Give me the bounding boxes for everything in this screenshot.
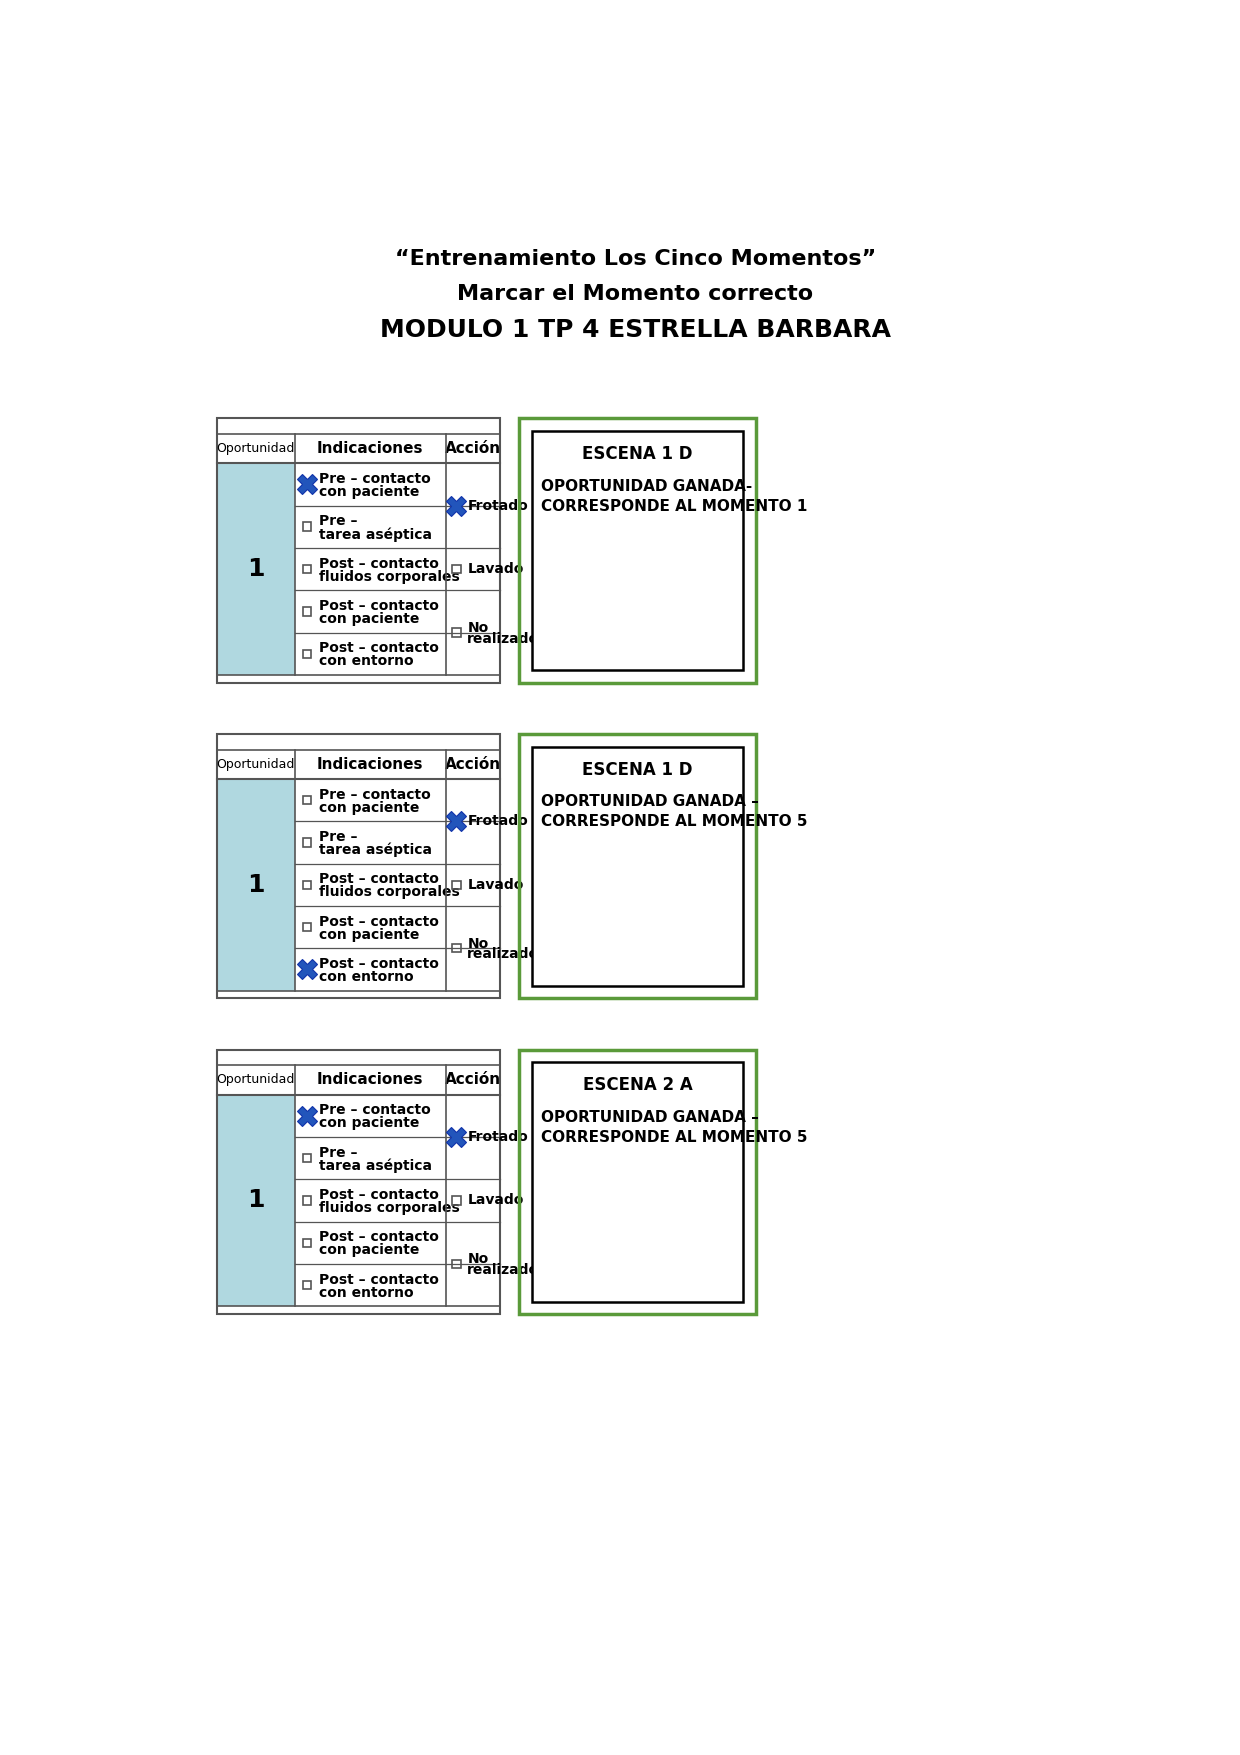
Text: con paciente: con paciente [320,484,419,498]
Text: Acción: Acción [445,441,501,456]
Text: realizado: realizado [467,1264,539,1278]
Text: Post – contacto: Post – contacto [320,1230,439,1244]
Text: con paciente: con paciente [320,1244,419,1258]
Bar [303,1239,311,1248]
Text: con paciente: con paciente [320,1116,419,1130]
Bar [303,1197,311,1204]
Text: Post – contacto: Post – contacto [320,914,439,928]
Bar [303,1281,311,1290]
Bar [303,649,311,658]
Bar [303,923,311,932]
Text: “Entrenamiento Los Cinco Momentos”: “Entrenamiento Los Cinco Momentos” [394,249,877,269]
Text: No: No [467,937,489,951]
Bar [217,418,500,683]
Text: con paciente: con paciente [320,928,419,942]
Text: Pre –: Pre – [320,830,358,844]
Text: Pre –: Pre – [320,1146,358,1160]
Text: fluidos corporales: fluidos corporales [320,886,460,899]
Text: Lavado: Lavado [467,1193,523,1207]
Text: con entorno: con entorno [320,971,414,985]
Bar [303,795,311,804]
Text: tarea aséptica: tarea aséptica [320,842,433,858]
Text: MODULO 1 TP 4 ESTRELLA BARBARA: MODULO 1 TP 4 ESTRELLA BARBARA [379,318,892,342]
Text: Acción: Acción [445,756,501,772]
Bar [453,1260,461,1269]
Bar [303,565,311,574]
Bar [520,418,755,683]
Text: ESCENA 2 A: ESCENA 2 A [583,1076,692,1095]
Bar [217,1049,500,1314]
Text: 1: 1 [247,556,264,581]
Bar [532,1062,743,1302]
Text: 1: 1 [247,1188,264,1213]
Text: Post – contacto: Post – contacto [320,598,439,612]
Text: Lavado: Lavado [467,878,523,892]
Text: realizado: realizado [467,948,539,962]
Text: Lavado: Lavado [467,562,523,576]
Text: Frotado: Frotado [467,1130,528,1144]
Text: realizado: realizado [467,632,539,646]
Text: Post – contacto: Post – contacto [320,1272,439,1286]
Text: Marcar el Momento correcto: Marcar el Momento correcto [458,284,813,304]
Bar [532,430,743,670]
Text: Pre –: Pre – [320,514,358,528]
Text: Indicaciones: Indicaciones [316,441,423,456]
Text: 1: 1 [247,872,264,897]
Text: Pre – contacto: Pre – contacto [320,788,432,802]
Text: CORRESPONDE AL MOMENTO 5: CORRESPONDE AL MOMENTO 5 [541,814,807,830]
Bar [453,565,461,574]
Text: ESCENA 1 D: ESCENA 1 D [583,446,693,463]
Text: con entorno: con entorno [320,1286,414,1300]
Text: Acción: Acción [445,1072,501,1088]
Text: ESCENA 1 D: ESCENA 1 D [583,760,693,779]
Text: Post – contacto: Post – contacto [320,956,439,971]
Text: Frotado: Frotado [467,498,528,512]
Bar [217,779,295,990]
Text: CORRESPONDE AL MOMENTO 1: CORRESPONDE AL MOMENTO 1 [541,498,807,514]
Bar [303,881,311,890]
Bar [303,523,311,532]
Text: Oportunidad: Oportunidad [217,758,295,770]
Text: fluidos corporales: fluidos corporales [320,570,460,584]
Bar [453,628,461,637]
Bar [520,734,755,999]
Text: OPORTUNIDAD GANADA –: OPORTUNIDAD GANADA – [541,1111,759,1125]
Bar [303,1153,311,1162]
Text: Post – contacto: Post – contacto [320,872,439,886]
Bar [217,463,295,676]
Bar [217,1095,295,1306]
Text: No: No [467,1253,489,1267]
Bar [303,839,311,846]
Bar [453,1197,461,1204]
Bar [453,881,461,890]
Text: Pre – contacto: Pre – contacto [320,472,432,486]
Text: OPORTUNIDAD GANADA-: OPORTUNIDAD GANADA- [541,479,753,493]
Text: tarea aséptica: tarea aséptica [320,526,433,542]
Text: Oportunidad: Oportunidad [217,442,295,455]
Text: con paciente: con paciente [320,800,419,814]
Bar [532,746,743,986]
Text: con entorno: con entorno [320,655,414,669]
Text: No: No [467,621,489,635]
Text: con paciente: con paciente [320,612,419,627]
Bar [520,1049,755,1314]
Text: Post – contacto: Post – contacto [320,556,439,570]
Text: Indicaciones: Indicaciones [316,756,423,772]
Text: Post – contacto: Post – contacto [320,1188,439,1202]
Bar [217,734,500,999]
Text: tarea aséptica: tarea aséptica [320,1158,433,1172]
Text: OPORTUNIDAD GANADA –: OPORTUNIDAD GANADA – [541,795,759,809]
Text: fluidos corporales: fluidos corporales [320,1200,460,1214]
Text: Post – contacto: Post – contacto [320,641,439,655]
Text: Pre – contacto: Pre – contacto [320,1104,432,1118]
Text: Oportunidad: Oportunidad [217,1074,295,1086]
Text: Frotado: Frotado [467,814,528,828]
Text: CORRESPONDE AL MOMENTO 5: CORRESPONDE AL MOMENTO 5 [541,1130,807,1146]
Text: Indicaciones: Indicaciones [316,1072,423,1088]
Bar [453,944,461,953]
Bar [303,607,311,616]
